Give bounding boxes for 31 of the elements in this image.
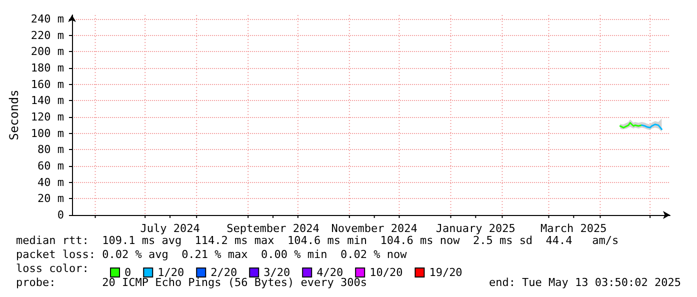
- text: probe: 20 ICMP Echo Pings (56 Bytes) every 300s: [16, 276, 367, 289]
- text: end: Tue May 13 03:50:02 2025: [488, 276, 682, 289]
- y-tick-label: 180 m: [30, 62, 64, 75]
- legend-label: 3/20: [264, 266, 290, 279]
- x-tick-label: July 2024: [140, 222, 200, 235]
- y-tick-label: 220 m: [30, 28, 64, 42]
- legend-title: loss color:: [16, 262, 89, 275]
- legend-label: 0: [124, 266, 132, 279]
- x-tick-label: September 2024: [226, 222, 320, 235]
- y-tick-label: 200 m: [30, 45, 64, 58]
- y-tick-label: 100 m: [30, 126, 64, 140]
- y-tick-label: 240 m: [30, 12, 64, 26]
- y-tick-label: 80 m: [38, 143, 64, 156]
- legend-label: 2/20: [210, 266, 238, 279]
- x-tick-label: January 2025: [436, 222, 516, 235]
- x-tick-label: March 2025: [540, 222, 607, 235]
- y-tick-label: 20 m: [38, 192, 64, 206]
- y-tick-label: 60 m: [38, 160, 64, 173]
- y-axis-title: Seconds: [7, 90, 21, 140]
- y-tick-label: 40 m: [38, 176, 64, 189]
- y-tick-label: 140 m: [30, 94, 64, 108]
- legend-label: 10/20: [370, 266, 403, 279]
- x-tick-label: November 2024: [331, 222, 418, 235]
- text: median rtt: 109.1 ms avg 114.2 ms max 104.6 ms min 104.6 ms now 2.5 ms sd 44.4 am/s: [16, 234, 619, 247]
- legend-label: 1/20: [158, 266, 184, 279]
- text: packet loss: 0.02 % avg 0.21 % max 0.00 % min 0.02 % now: [16, 248, 408, 261]
- y-tick-label: 120 m: [30, 110, 64, 124]
- y-tick-label: 160 m: [30, 78, 64, 91]
- y-tick-label: 0: [57, 208, 64, 222]
- legend-label: 4/20: [316, 266, 344, 279]
- legend-label: 19/20: [429, 266, 462, 279]
